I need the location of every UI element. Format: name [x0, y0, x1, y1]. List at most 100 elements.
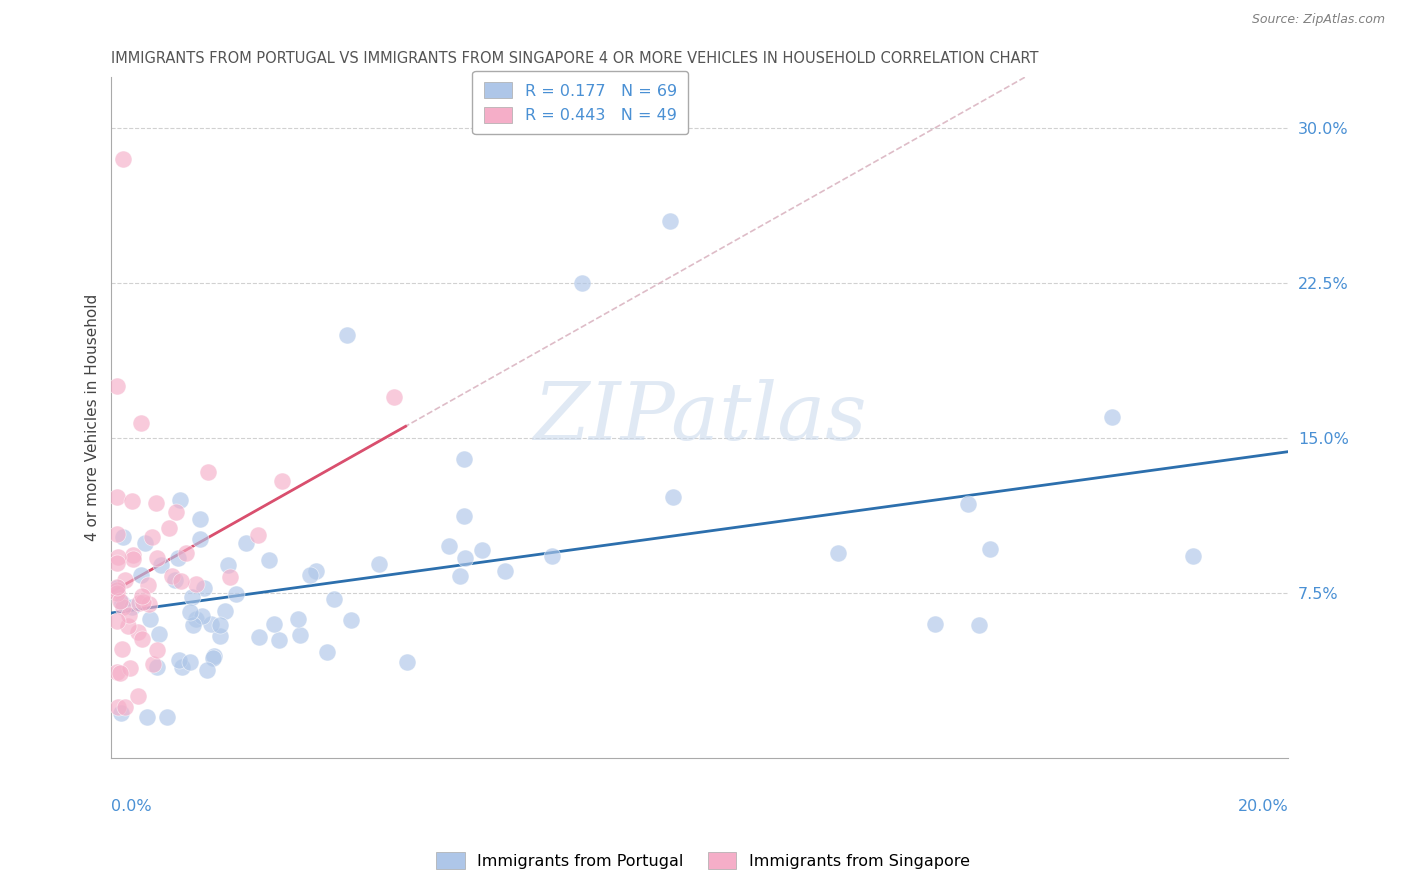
Text: 20.0%: 20.0% — [1237, 799, 1288, 814]
Point — [105, 379, 128, 393]
Point — [453, 451, 475, 466]
Point — [225, 587, 247, 601]
Point — [136, 578, 159, 592]
Point — [195, 663, 218, 677]
Point — [141, 530, 163, 544]
Point — [218, 570, 240, 584]
Point — [471, 543, 494, 558]
Point — [193, 581, 215, 595]
Point — [127, 689, 149, 703]
Point — [267, 633, 290, 648]
Point — [323, 592, 346, 607]
Point — [111, 600, 134, 615]
Point — [169, 493, 191, 508]
Point — [181, 618, 204, 632]
Point — [148, 627, 170, 641]
Point — [120, 660, 142, 674]
Point — [150, 558, 173, 572]
Point — [170, 660, 193, 674]
Point — [132, 594, 155, 608]
Point — [105, 490, 128, 504]
Point — [105, 557, 128, 571]
Point — [129, 568, 152, 582]
Point — [127, 625, 149, 640]
Point — [263, 617, 285, 632]
Point — [146, 643, 169, 657]
Point — [1101, 410, 1123, 425]
Point — [217, 558, 239, 572]
Point — [121, 551, 143, 566]
Point — [139, 612, 162, 626]
Point — [179, 605, 201, 619]
Point — [134, 535, 156, 549]
Point — [662, 490, 685, 504]
Point — [541, 549, 564, 563]
Point — [105, 585, 128, 599]
Point — [271, 474, 294, 488]
Point — [979, 541, 1001, 556]
Point — [299, 568, 322, 582]
Point — [105, 665, 128, 680]
Point — [112, 531, 135, 545]
Point — [247, 528, 270, 542]
Point — [118, 607, 141, 622]
Point — [105, 581, 128, 595]
Point — [827, 546, 849, 560]
Point — [110, 706, 132, 720]
Point — [105, 614, 128, 628]
Point — [336, 327, 359, 342]
Point — [188, 512, 211, 526]
Point — [165, 505, 187, 519]
Point — [135, 710, 157, 724]
Point — [121, 493, 143, 508]
Point — [122, 549, 145, 563]
Point — [160, 569, 183, 583]
Point — [439, 539, 461, 553]
Point — [167, 550, 190, 565]
Point — [924, 617, 946, 632]
Point — [165, 573, 187, 587]
Point — [1181, 549, 1204, 563]
Point — [128, 596, 150, 610]
Point — [121, 599, 143, 614]
Point — [200, 617, 222, 632]
Point — [214, 604, 236, 618]
Point — [340, 613, 363, 627]
Point — [395, 656, 418, 670]
Point — [170, 574, 193, 588]
Y-axis label: 4 or more Vehicles in Household: 4 or more Vehicles in Household — [86, 293, 100, 541]
Point — [304, 564, 326, 578]
Point — [131, 590, 153, 604]
Text: ZIPatlas: ZIPatlas — [533, 379, 866, 456]
Point — [209, 629, 232, 643]
Point — [202, 649, 225, 664]
Point — [186, 612, 208, 626]
Point — [157, 521, 180, 535]
Point — [197, 465, 219, 479]
Point — [105, 527, 128, 541]
Point — [146, 551, 169, 566]
Point — [107, 699, 129, 714]
Point — [257, 553, 280, 567]
Point — [146, 659, 169, 673]
Point — [315, 644, 337, 658]
Legend: R = 0.177   N = 69, R = 0.443   N = 49: R = 0.177 N = 69, R = 0.443 N = 49 — [472, 71, 689, 135]
Point — [191, 609, 214, 624]
Point — [112, 152, 135, 166]
Point — [957, 497, 980, 511]
Point — [117, 619, 139, 633]
Point — [249, 630, 271, 644]
Point — [571, 276, 593, 290]
Point — [114, 699, 136, 714]
Point — [454, 550, 477, 565]
Point — [114, 573, 136, 587]
Point — [156, 710, 179, 724]
Point — [202, 650, 225, 665]
Point — [188, 532, 211, 546]
Point — [131, 632, 153, 647]
Point — [108, 593, 131, 607]
Point — [169, 653, 191, 667]
Point — [110, 665, 132, 680]
Text: Source: ZipAtlas.com: Source: ZipAtlas.com — [1251, 13, 1385, 27]
Point — [449, 569, 471, 583]
